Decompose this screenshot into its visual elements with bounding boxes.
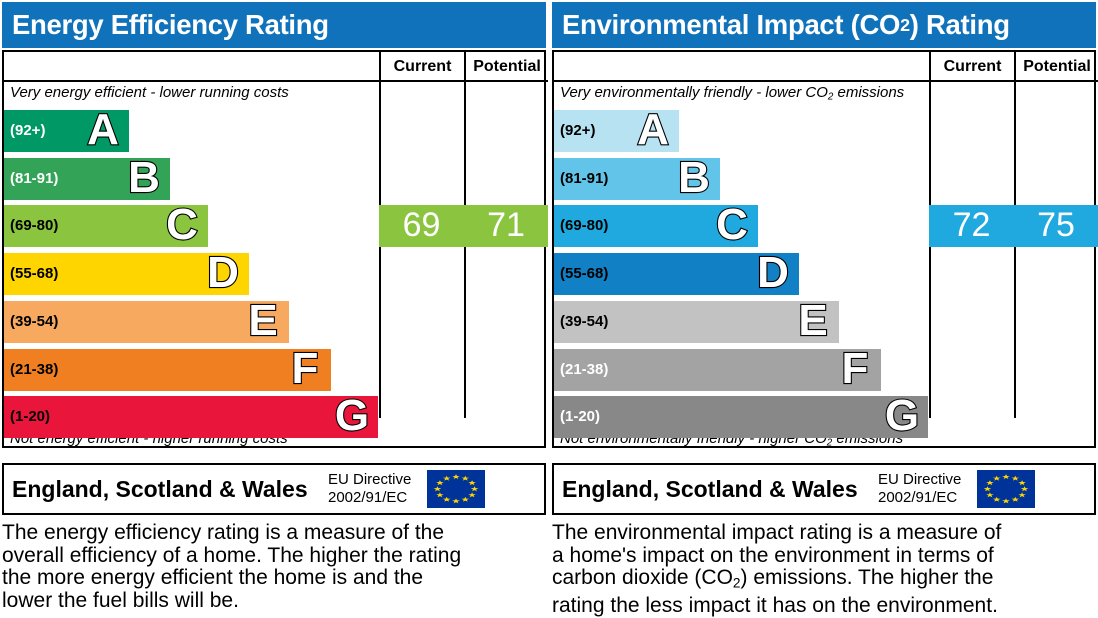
svg-text:G: G [885, 394, 919, 440]
svg-text:D: D [207, 251, 239, 297]
svg-text:C: C [716, 203, 748, 249]
svg-text:E: E [248, 299, 277, 345]
svg-text:E: E [798, 299, 827, 345]
svg-text:G: G [335, 394, 369, 440]
svg-text:F: F [841, 346, 868, 392]
svg-text:A: A [87, 108, 119, 154]
svg-text:F: F [291, 346, 318, 392]
svg-text:D: D [757, 251, 789, 297]
svg-text:C: C [166, 203, 198, 249]
svg-text:B: B [678, 155, 710, 201]
svg-text:B: B [128, 155, 160, 201]
svg-text:A: A [637, 108, 669, 154]
